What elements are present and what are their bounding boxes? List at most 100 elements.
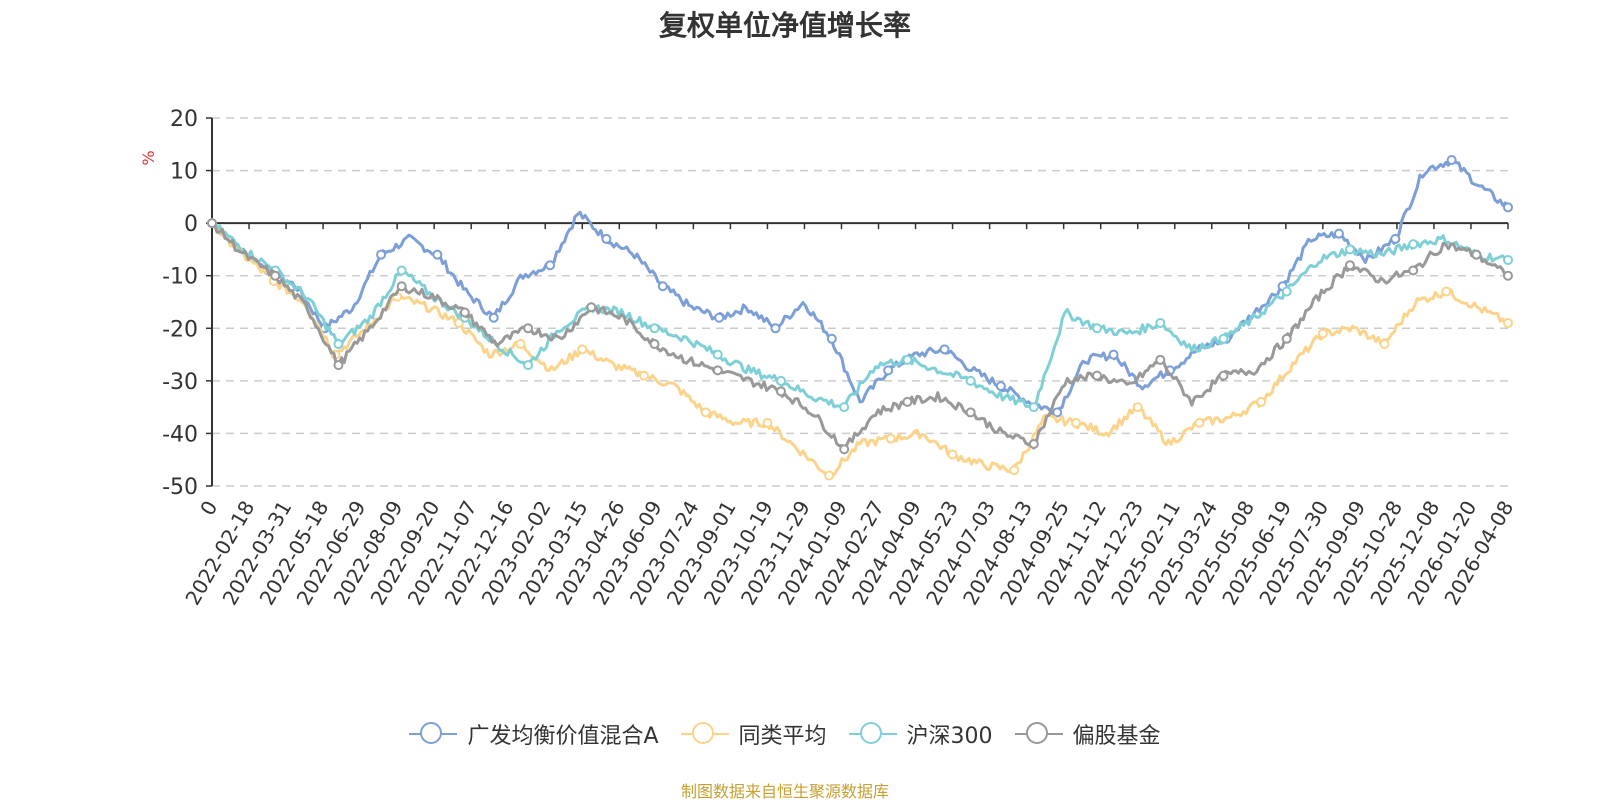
series-point xyxy=(839,402,850,413)
series-point xyxy=(885,433,896,444)
legend-marker-icon xyxy=(680,722,729,746)
series-point xyxy=(396,281,407,292)
series-point xyxy=(545,260,556,271)
series-point xyxy=(649,323,660,334)
y-tick-label: -50 xyxy=(162,475,198,500)
y-axis-label: % xyxy=(139,150,158,165)
series-point xyxy=(1256,396,1267,407)
series-point xyxy=(775,375,786,386)
series-point xyxy=(965,407,976,418)
y-tick-label: 0 xyxy=(184,212,198,237)
series-point xyxy=(1281,333,1292,344)
series-point xyxy=(939,344,950,355)
x-tick-label: 0 xyxy=(195,497,222,520)
series-point xyxy=(396,265,407,276)
series-point xyxy=(657,281,668,292)
series-point xyxy=(700,407,711,418)
series-point xyxy=(1155,354,1166,365)
series-point xyxy=(902,396,913,407)
legend-label: 广发均衡价值混合A xyxy=(467,724,659,749)
legend-marker-icon xyxy=(409,722,458,746)
legend-item[interactable]: 沪深300 xyxy=(848,718,993,750)
series-point xyxy=(639,370,649,381)
series-point xyxy=(775,386,786,397)
series-point xyxy=(459,307,470,318)
series-point xyxy=(432,249,443,260)
series-point xyxy=(770,323,781,334)
series-point xyxy=(1408,239,1419,250)
series-point xyxy=(762,417,773,428)
series-point xyxy=(270,270,281,281)
series-point xyxy=(586,302,597,313)
series-point xyxy=(1446,155,1457,166)
series-point xyxy=(649,339,660,350)
series-point xyxy=(1344,260,1355,271)
line-chart: 20100-10-20-30-40-50%02022-02-182022-03-… xyxy=(139,107,1518,609)
series-point xyxy=(1028,438,1039,449)
series-point xyxy=(1218,370,1229,381)
series-point xyxy=(1092,370,1103,381)
series-point xyxy=(523,360,534,371)
series-line xyxy=(211,219,1509,410)
series-point xyxy=(488,312,499,323)
series-point xyxy=(601,233,612,244)
series-point xyxy=(1503,318,1513,329)
series-point xyxy=(523,323,534,334)
series-point xyxy=(1281,286,1292,297)
series-point xyxy=(1009,465,1020,476)
series-point xyxy=(826,333,837,344)
chart-title: 复权单位净值增长率 xyxy=(658,9,911,42)
series-point xyxy=(1390,233,1401,244)
series-point xyxy=(1132,402,1143,413)
series-point xyxy=(947,449,958,460)
legend-label: 偏股基金 xyxy=(1072,724,1161,749)
series-point xyxy=(1218,333,1229,344)
series-point xyxy=(1052,407,1063,418)
legend-item[interactable]: 广发均衡价值混合A xyxy=(409,718,659,750)
legend-marker-icon xyxy=(848,722,897,746)
series-point xyxy=(207,218,217,229)
legend-item[interactable]: 同类平均 xyxy=(680,718,827,750)
series-point xyxy=(965,375,976,386)
series-point xyxy=(902,354,913,365)
series-point xyxy=(1503,254,1513,265)
series-point xyxy=(883,365,894,376)
series-point xyxy=(995,381,1006,392)
series-point xyxy=(1194,417,1205,428)
y-tick-label: -30 xyxy=(162,370,198,395)
series-point xyxy=(712,349,723,360)
series-point xyxy=(714,312,725,323)
y-tick-label: -40 xyxy=(162,422,198,447)
series-point xyxy=(577,344,588,355)
series-point xyxy=(712,365,723,376)
series-point xyxy=(1471,249,1482,260)
series-point xyxy=(333,339,344,350)
series-point xyxy=(453,318,464,329)
series-point xyxy=(1503,202,1513,213)
series-point xyxy=(1408,265,1419,276)
series-point xyxy=(1317,328,1328,339)
series-line xyxy=(210,158,1510,418)
series-point xyxy=(1333,228,1344,239)
series-point xyxy=(1155,318,1166,329)
series-point xyxy=(1441,286,1452,297)
series-point xyxy=(515,339,526,350)
series-line xyxy=(210,222,1509,478)
series-point xyxy=(333,360,344,371)
legend-item[interactable]: 偏股基金 xyxy=(1014,718,1161,750)
series-point xyxy=(1379,339,1390,350)
y-tick-label: 20 xyxy=(170,107,198,132)
series-point xyxy=(824,470,835,481)
series-point xyxy=(1092,323,1103,334)
y-tick-label: 10 xyxy=(170,160,198,185)
y-tick-label: -10 xyxy=(162,265,198,290)
legend-label: 同类平均 xyxy=(738,724,827,749)
source-note: 制图数据来自恒生聚源数据库 xyxy=(680,782,889,801)
legend-marker-icon xyxy=(1014,722,1063,746)
series-point xyxy=(1108,349,1119,360)
series-point xyxy=(839,444,850,455)
series-line xyxy=(211,221,1509,455)
series-point xyxy=(1071,417,1081,428)
legend-label: 沪深300 xyxy=(906,724,993,749)
chart-legend: 广发均衡价值混合A 同类平均 沪深300 偏股基金 xyxy=(0,718,1570,750)
